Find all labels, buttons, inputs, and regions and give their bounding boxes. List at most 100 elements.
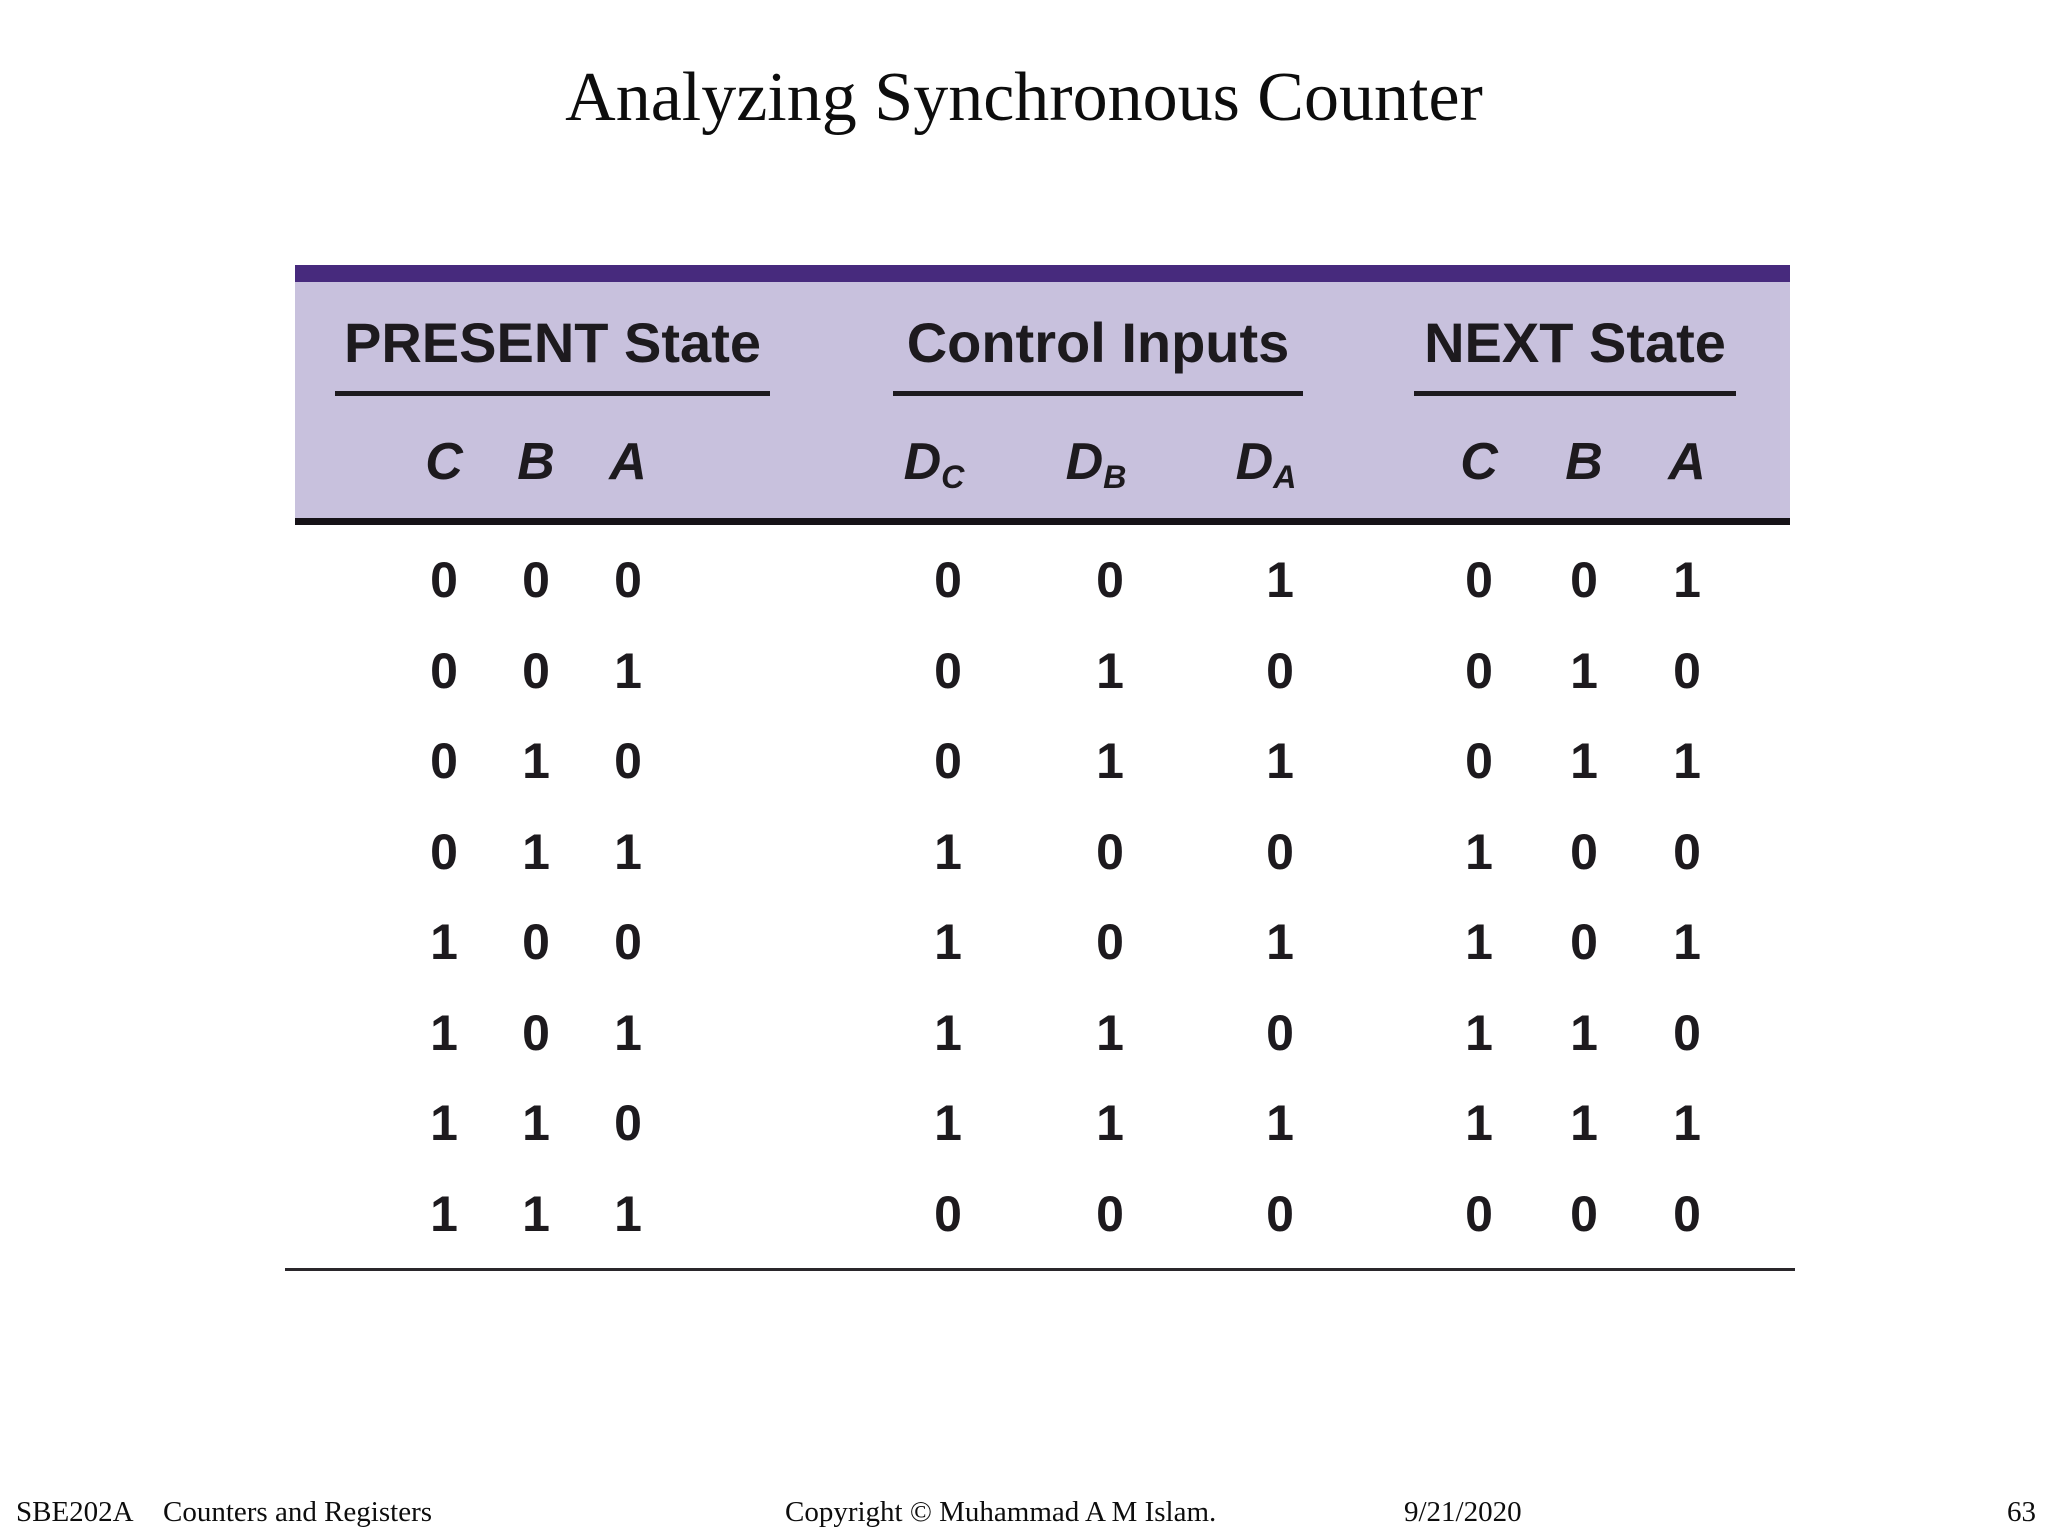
- footer-date: 9/21/2020: [1404, 1496, 1522, 1528]
- column-group-control-inputs: Control Inputs: [893, 310, 1303, 396]
- group-underline: [893, 391, 1303, 396]
- cell: 1: [1465, 914, 1493, 970]
- cell: 1: [1673, 552, 1701, 608]
- cell: 0: [1266, 823, 1294, 880]
- cell: 1: [1465, 1095, 1493, 1151]
- column-header-present-c: C: [425, 433, 463, 491]
- cell: 0: [1465, 642, 1493, 699]
- column-group-present-state: PRESENT State: [335, 310, 770, 396]
- cell: 0: [522, 914, 550, 970]
- table-body: 0 0 0 0 0 1 0 0 1 0 0 1 0 1 0 0 1 0: [295, 525, 1790, 1259]
- cell: 0: [1465, 552, 1493, 608]
- cell: 1: [934, 823, 962, 880]
- column-header-present-a: A: [609, 433, 647, 491]
- cell: 0: [1096, 1185, 1124, 1242]
- cell: 0: [430, 642, 458, 699]
- cell: 0: [1266, 1004, 1294, 1061]
- cell: 0: [430, 552, 458, 608]
- cell: 0: [1266, 642, 1294, 699]
- column-header-da: DA: [1235, 433, 1297, 496]
- cell: 1: [1266, 552, 1294, 608]
- cell: 1: [1266, 1095, 1294, 1151]
- cell: 1: [934, 1004, 962, 1061]
- cell: 0: [934, 642, 962, 699]
- cell: 1: [1096, 642, 1124, 699]
- cell: 0: [1673, 642, 1701, 699]
- cell: 1: [1673, 914, 1701, 970]
- footer-page-number: 63: [2007, 1496, 2036, 1528]
- cell: 1: [1465, 823, 1493, 880]
- cell: 1: [1570, 1095, 1598, 1151]
- cell: 1: [430, 914, 458, 970]
- cell: 0: [1465, 1185, 1493, 1242]
- cell: 0: [1096, 823, 1124, 880]
- cell: 0: [1673, 1185, 1701, 1242]
- cell: 0: [1570, 1185, 1598, 1242]
- cell: 0: [430, 823, 458, 880]
- table-bottom-line: [285, 1268, 1795, 1271]
- cell: 0: [1570, 552, 1598, 608]
- cell: 0: [430, 733, 458, 789]
- table-header: PRESENT State Control Inputs NEXT State …: [295, 282, 1790, 518]
- cell: 0: [1570, 914, 1598, 970]
- cell: 0: [614, 1095, 642, 1151]
- column-header-row: C B A DC DB DA C B A: [295, 430, 1790, 495]
- cell: 1: [522, 1185, 550, 1242]
- cell: 0: [1673, 1004, 1701, 1061]
- cell: 1: [934, 914, 962, 970]
- cell: 0: [1096, 914, 1124, 970]
- slide-title: Analyzing Synchronous Counter: [565, 59, 1483, 136]
- cell: 0: [1096, 552, 1124, 608]
- cell: 1: [430, 1004, 458, 1061]
- column-header-next-c: C: [1460, 433, 1498, 491]
- group-underline: [335, 391, 770, 396]
- cell: 0: [614, 552, 642, 608]
- cell: 0: [1570, 823, 1598, 880]
- cell: 1: [522, 823, 550, 880]
- cell: 0: [614, 733, 642, 789]
- cell: 1: [522, 1095, 550, 1151]
- column-header-dc: DC: [903, 433, 965, 496]
- group-underline: [1414, 391, 1736, 396]
- footer-course-name: Counters and Registers: [163, 1496, 433, 1528]
- table-accent-bar: [295, 265, 1790, 282]
- cell: 1: [1096, 1004, 1124, 1061]
- cell: 1: [1266, 733, 1294, 789]
- cell: 1: [430, 1095, 458, 1151]
- cell: 1: [1673, 1095, 1701, 1151]
- truth-table: PRESENT State Control Inputs NEXT State …: [285, 265, 1795, 1295]
- cell: 0: [934, 733, 962, 789]
- cell: 0: [614, 914, 642, 970]
- group-label-present-state: PRESENT State: [344, 311, 761, 374]
- cell: 0: [522, 1004, 550, 1061]
- cell: 1: [614, 1185, 642, 1242]
- cell: 1: [1570, 733, 1598, 789]
- cell: 0: [1465, 733, 1493, 789]
- cell: 1: [614, 642, 642, 699]
- table-row: 1 1 0 1 1 1 1 1 1: [295, 1078, 1790, 1169]
- cell: 1: [1570, 642, 1598, 699]
- table-row: 0 1 1 1 0 0 1 0 0: [295, 807, 1790, 898]
- cell: 1: [430, 1185, 458, 1242]
- table-row: 0 1 0 0 1 1 0 1 1: [295, 716, 1790, 807]
- slide-footer: SBE202A Counters and Registers Copyright…: [0, 1496, 2048, 1536]
- column-header-next-a: A: [1668, 433, 1706, 491]
- column-group-next-state: NEXT State: [1414, 310, 1736, 396]
- cell: 0: [934, 552, 962, 608]
- cell: 1: [522, 733, 550, 789]
- cell: 0: [1266, 1185, 1294, 1242]
- cell: 1: [1096, 1095, 1124, 1151]
- column-header-db: DB: [1065, 433, 1127, 496]
- footer-copyright: Copyright © Muhammad A M Islam.: [785, 1496, 1217, 1528]
- cell: 1: [1570, 1004, 1598, 1061]
- cell: 0: [934, 1185, 962, 1242]
- cell: 1: [614, 823, 642, 880]
- cell: 0: [1673, 823, 1701, 880]
- group-label-next-state: NEXT State: [1424, 311, 1726, 374]
- cell: 1: [614, 1004, 642, 1061]
- table-row: 1 0 0 1 0 1 1 0 1: [295, 897, 1790, 988]
- column-header-next-b: B: [1565, 433, 1603, 491]
- header-separator-line: [295, 518, 1790, 525]
- cell: 1: [1096, 733, 1124, 789]
- table-row: 0 0 1 0 1 0 0 1 0: [295, 626, 1790, 717]
